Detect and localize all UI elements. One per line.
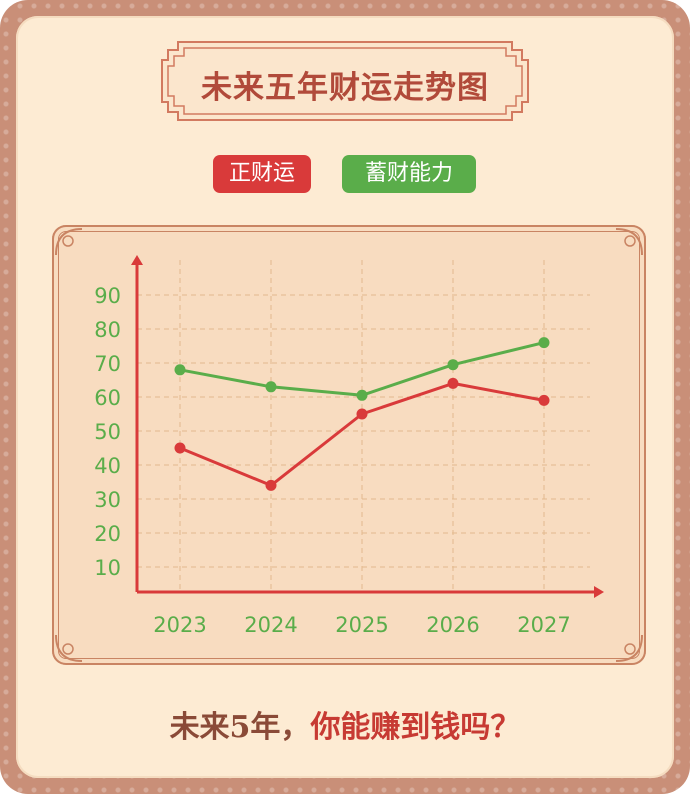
caption-part-1: 未来5年， [169,710,311,745]
caption-part-2: 你能赚到钱吗？ [310,710,521,745]
legend-item-green: 蓄财能力 [342,155,476,193]
y-tick-label: 50 [94,420,121,444]
data-point-s0-2 [356,408,368,420]
data-point-s0-4 [538,394,550,406]
x-tick-label: 2027 [517,613,570,637]
title-ornament [161,41,529,121]
y-tick-label: 70 [94,352,121,376]
x-tick-label: 2024 [244,613,297,637]
page-title: 未来五年财运走势图 [201,70,489,106]
y-tick-label: 40 [94,454,121,478]
x-axis-arrow [594,586,604,598]
y-tick-label: 90 [94,284,121,308]
data-point-s1-1 [265,381,277,393]
legend-item-red: 正财运 [213,155,311,193]
y-tick-label: 80 [94,318,121,342]
x-tick-label: 2026 [426,613,479,637]
y-tick-label: 10 [94,556,121,580]
data-point-s0-3 [447,377,459,389]
y-tick-label: 30 [94,488,121,512]
y-tick-label: 20 [94,522,121,546]
data-point-s1-4 [538,337,550,349]
data-point-s1-2 [356,389,368,401]
data-point-s1-3 [447,359,459,371]
title-frame: 未来五年财运走势图 [160,40,530,122]
y-tick-label: 60 [94,386,121,410]
data-point-s1-0 [174,364,186,376]
x-tick-label: 2025 [335,613,388,637]
data-point-s0-1 [265,479,277,491]
bottom-caption: 未来5年，你能赚到钱吗？ [0,702,690,746]
y-axis-arrow [131,255,143,265]
x-tick-label: 2023 [153,613,206,637]
chart-ornaments [55,228,643,662]
data-point-s0-0 [174,442,186,454]
